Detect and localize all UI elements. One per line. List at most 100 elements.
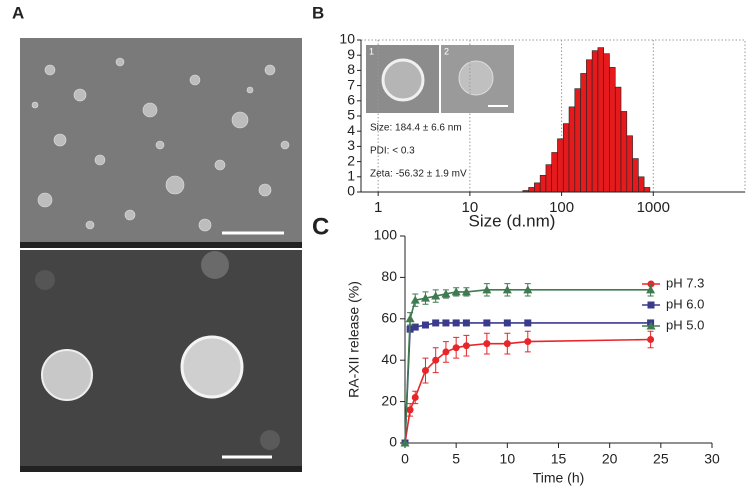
- bar: [603, 53, 610, 193]
- marker: [462, 319, 470, 327]
- x-tick-label: 100: [549, 199, 574, 216]
- y-tick-label: 100: [374, 227, 398, 243]
- y-tick-label: 0: [347, 183, 355, 199]
- y-tick-label: 2: [347, 152, 355, 168]
- marker: [442, 319, 450, 327]
- panel-label: A: [12, 3, 24, 22]
- marker: [523, 285, 533, 294]
- bar: [643, 187, 651, 193]
- marker: [420, 293, 430, 302]
- x-tick-label: 20: [602, 451, 618, 467]
- y-tick-label: 80: [381, 268, 397, 284]
- bar: [597, 47, 604, 193]
- marker: [442, 348, 450, 356]
- marker: [410, 295, 420, 304]
- y-tick-label: 7: [347, 76, 355, 92]
- y-tick-label: 10: [339, 31, 355, 47]
- bar: [614, 86, 622, 193]
- bar: [580, 73, 587, 193]
- marker: [411, 323, 419, 331]
- marker: [646, 285, 656, 294]
- x-axis-label: Size (d.nm): [469, 211, 556, 230]
- bar: [545, 164, 552, 193]
- inset-label: 1: [369, 46, 374, 56]
- panel-label: B: [312, 3, 324, 22]
- marker: [432, 319, 440, 327]
- marker: [452, 344, 460, 352]
- annotation: PDI: < 0.3: [370, 146, 415, 157]
- marker: [461, 287, 471, 296]
- marker: [411, 393, 419, 401]
- x-tick-label: 0: [401, 451, 409, 467]
- marker: [524, 338, 532, 346]
- micrograph-bottom: [20, 250, 302, 472]
- marker: [524, 319, 532, 327]
- marker: [646, 321, 656, 330]
- x-tick-label: 25: [653, 451, 669, 467]
- marker: [462, 342, 470, 350]
- y-axis-label: RA-XII release (%): [346, 281, 362, 398]
- marker: [421, 367, 429, 375]
- x-tick-label: 10: [500, 451, 516, 467]
- x-tick-label: 5: [452, 451, 460, 467]
- y-tick-label: 3: [347, 137, 355, 153]
- panel-label: C: [312, 213, 329, 240]
- y-tick-label: 40: [381, 351, 397, 367]
- annotation: Zeta: -56.32 ± 1.9 mV: [370, 169, 467, 180]
- bar: [534, 182, 541, 193]
- marker: [647, 301, 655, 309]
- marker: [432, 356, 440, 364]
- micrograph-top: [20, 38, 302, 248]
- marker: [400, 438, 410, 447]
- y-tick-label: 20: [381, 392, 397, 408]
- bar: [632, 158, 639, 193]
- legend-label: pH 7.3: [666, 275, 704, 290]
- y-tick-label: 5: [347, 107, 355, 123]
- marker: [421, 321, 429, 329]
- marker: [431, 291, 441, 300]
- y-tick-label: 60: [381, 310, 397, 326]
- marker: [503, 340, 511, 348]
- y-tick-label: 0: [389, 434, 397, 450]
- bar: [539, 174, 547, 193]
- bar: [591, 50, 599, 193]
- bar: [562, 123, 570, 193]
- bar: [557, 138, 564, 193]
- x-tick-label: 10: [462, 199, 479, 216]
- x-tick-label: 15: [551, 451, 567, 467]
- annotation: Size: 184.4 ± 6.6 nm: [370, 123, 462, 134]
- x-tick-label: 1000: [637, 199, 670, 216]
- bar: [551, 152, 558, 193]
- inset-label: 2: [444, 46, 449, 56]
- marker: [441, 289, 451, 298]
- x-axis-label: Time (h): [533, 470, 585, 486]
- marker: [647, 336, 655, 343]
- y-tick-label: 8: [347, 61, 355, 77]
- x-tick-label: 1: [374, 199, 382, 216]
- inset-images: [366, 45, 514, 113]
- y-tick-label: 9: [347, 46, 355, 62]
- y-tick-label: 4: [347, 122, 355, 138]
- bar: [568, 106, 576, 193]
- legend-label: pH 6.0: [666, 296, 704, 311]
- series-line: [404, 338, 651, 444]
- bar: [609, 67, 616, 193]
- series-line: [404, 289, 651, 444]
- bar: [574, 88, 581, 193]
- bar: [638, 176, 645, 193]
- marker: [483, 319, 491, 327]
- bar: [528, 187, 535, 193]
- y-tick-label: 6: [347, 92, 355, 108]
- marker: [405, 314, 415, 323]
- bar: [620, 111, 628, 193]
- marker: [483, 340, 491, 348]
- marker: [406, 406, 414, 414]
- marker: [452, 319, 460, 327]
- marker: [503, 319, 511, 327]
- y-tick-label: 1: [347, 168, 355, 184]
- bar: [586, 59, 593, 193]
- marker: [502, 285, 512, 294]
- x-tick-label: 30: [704, 451, 720, 467]
- marker: [482, 285, 492, 294]
